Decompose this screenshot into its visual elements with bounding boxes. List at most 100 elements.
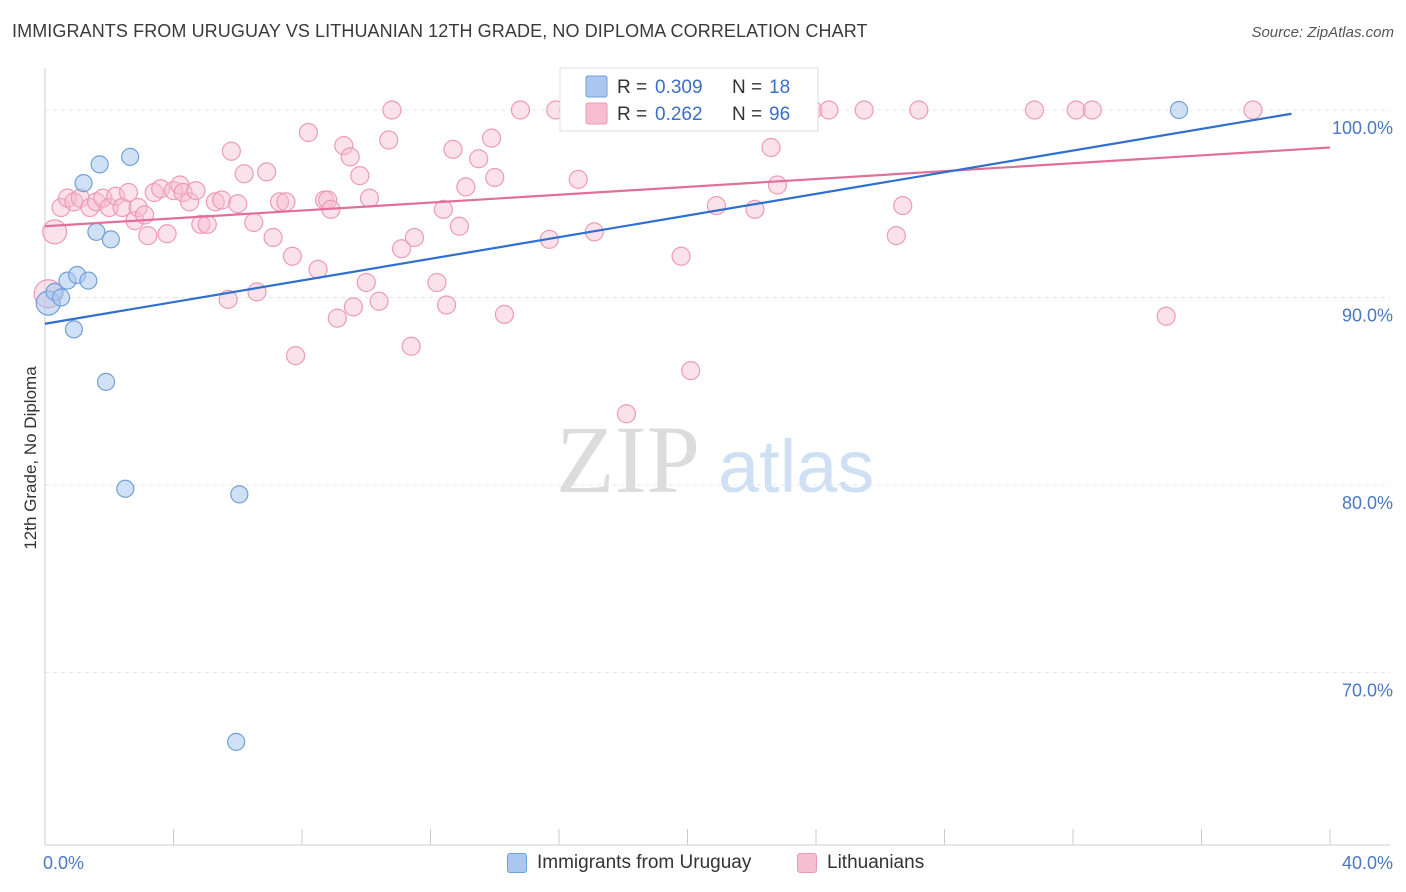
y-tick-labels: 100.0% 90.0% 80.0% 70.0% — [1332, 118, 1393, 701]
bottom-legend: Immigrants from Uruguay Lithuanians — [0, 852, 1406, 878]
legend-r-value-1: 0.309 — [655, 77, 703, 98]
lithuanians-point — [340, 147, 360, 167]
lithuanians-point — [157, 224, 177, 244]
lithuanians-point — [909, 100, 929, 120]
uruguay-point — [96, 372, 116, 391]
uruguay-point — [1169, 100, 1189, 120]
uruguay-point — [79, 271, 98, 290]
lithuanians-point — [404, 227, 425, 248]
lithuanians-point — [456, 177, 476, 197]
source-label: Source: ZipAtlas.com — [1251, 24, 1394, 41]
lithuanians-point — [433, 199, 453, 219]
lithuanians-point — [197, 214, 217, 234]
lithuanians-point — [282, 246, 302, 266]
lithuanians-point — [469, 149, 489, 169]
lithuanians-point — [1156, 306, 1176, 326]
lithuanians-point — [234, 164, 254, 184]
lithuanians-point — [257, 162, 277, 182]
uruguay-point — [74, 174, 93, 193]
lithuanians-point — [391, 239, 412, 259]
lithuanians-point — [449, 216, 470, 236]
uruguay-point — [101, 230, 120, 249]
uruguay-point — [51, 288, 71, 307]
uruguay-trend-line — [44, 112, 1292, 325]
lithuanians-point — [356, 272, 376, 293]
lithuanians-point — [285, 346, 306, 366]
y-tick-label-3: 70.0% — [1342, 681, 1393, 701]
lithuanians-point — [1082, 100, 1102, 120]
legend-swatch-lithuanians — [585, 102, 608, 125]
lithuanians-trend-line — [44, 146, 1331, 228]
legend-r-label-1: R = — [617, 77, 647, 98]
y-tick-label-1: 90.0% — [1342, 306, 1393, 326]
uruguay-point — [230, 485, 249, 504]
x-tick-label-0: 0.0% — [43, 853, 84, 873]
lithuanians-point — [893, 196, 913, 216]
watermark-atlas: atlas — [718, 425, 874, 508]
lithuanians-point — [1066, 100, 1086, 120]
grid-lines — [45, 109, 1390, 673]
y-tick-label-2: 80.0% — [1342, 493, 1393, 513]
lithuanians-point — [42, 219, 68, 245]
lithuanians-point — [401, 336, 421, 356]
watermark-zip: ZIP — [556, 406, 700, 513]
stats-legend: R = 0.309 N = 18 R = 0.262 N = 96 — [559, 67, 819, 132]
lithuanians-point — [186, 181, 206, 201]
uruguay-point — [90, 155, 109, 174]
lithuanians-point — [427, 272, 447, 293]
lithuanians-point — [681, 361, 701, 381]
legend-n-label-1: N = — [732, 77, 762, 98]
uruguay-point — [64, 320, 84, 339]
x-tick-label-1: 40.0% — [1342, 853, 1393, 873]
lithuanians-point — [819, 100, 839, 120]
lithuanians-point — [247, 282, 267, 302]
legend-r-value-2: 0.262 — [655, 104, 703, 125]
lithuanians-point — [212, 190, 232, 210]
lithuanians-point — [481, 128, 502, 148]
legend-swatch-uruguay — [585, 75, 608, 98]
lithuanians-point — [359, 188, 380, 208]
axes — [44, 68, 1390, 846]
lithuanians-point — [218, 289, 238, 309]
lithuanians-point — [379, 130, 399, 150]
legend-n-value-2: 96 — [769, 104, 790, 125]
lithuanians-point — [494, 304, 514, 324]
lithuanians-point — [1243, 100, 1263, 120]
lithuanians-point — [118, 182, 139, 203]
lithuanians-point — [436, 295, 457, 315]
lithuanians-point — [671, 246, 691, 266]
lithuanians-point — [886, 226, 906, 246]
lithuanians-point — [221, 141, 241, 161]
lithuanians-point — [761, 137, 781, 158]
lithuanians-point — [228, 194, 248, 214]
lithuanians-point — [191, 214, 211, 234]
lithuanians-point — [443, 139, 463, 159]
lithuanians-point — [106, 186, 126, 206]
bottom-legend-swatch-lithuanians — [797, 853, 817, 873]
uruguay-point — [116, 479, 135, 498]
bottom-legend-swatch-uruguay — [507, 853, 527, 873]
lithuanians-point — [179, 192, 200, 212]
bottom-legend-label-uruguay: Immigrants from Uruguay — [537, 852, 752, 873]
lithuanians-point — [334, 136, 354, 156]
lithuanians-point — [767, 175, 788, 195]
lithuanians-point — [350, 166, 370, 186]
lithuanians-point — [382, 100, 402, 120]
lithuanians-point — [298, 122, 319, 143]
lithuanians-point — [327, 308, 347, 328]
trend-lines — [44, 112, 1331, 325]
bottom-legend-label-lithuanians: Lithuanians — [827, 852, 925, 873]
uruguay-point — [227, 732, 246, 751]
bottom-legend-lithuanians: Lithuanians — [797, 852, 924, 874]
bottom-legend-uruguay: Immigrants from Uruguay — [507, 852, 751, 874]
lithuanians-point — [138, 226, 158, 246]
legend-r-label-2: R = — [617, 104, 647, 125]
lithuanians-point — [343, 297, 363, 317]
lithuanians-point — [854, 100, 874, 120]
lithuanians-point — [510, 100, 531, 120]
lithuanians-point — [263, 227, 283, 248]
chart-title: IMMIGRANTS FROM URUGUAY VS LITHUANIAN 12… — [12, 21, 868, 41]
x-tick-labels: 0.0% 40.0% — [43, 853, 1393, 873]
uruguay-point — [121, 147, 140, 166]
